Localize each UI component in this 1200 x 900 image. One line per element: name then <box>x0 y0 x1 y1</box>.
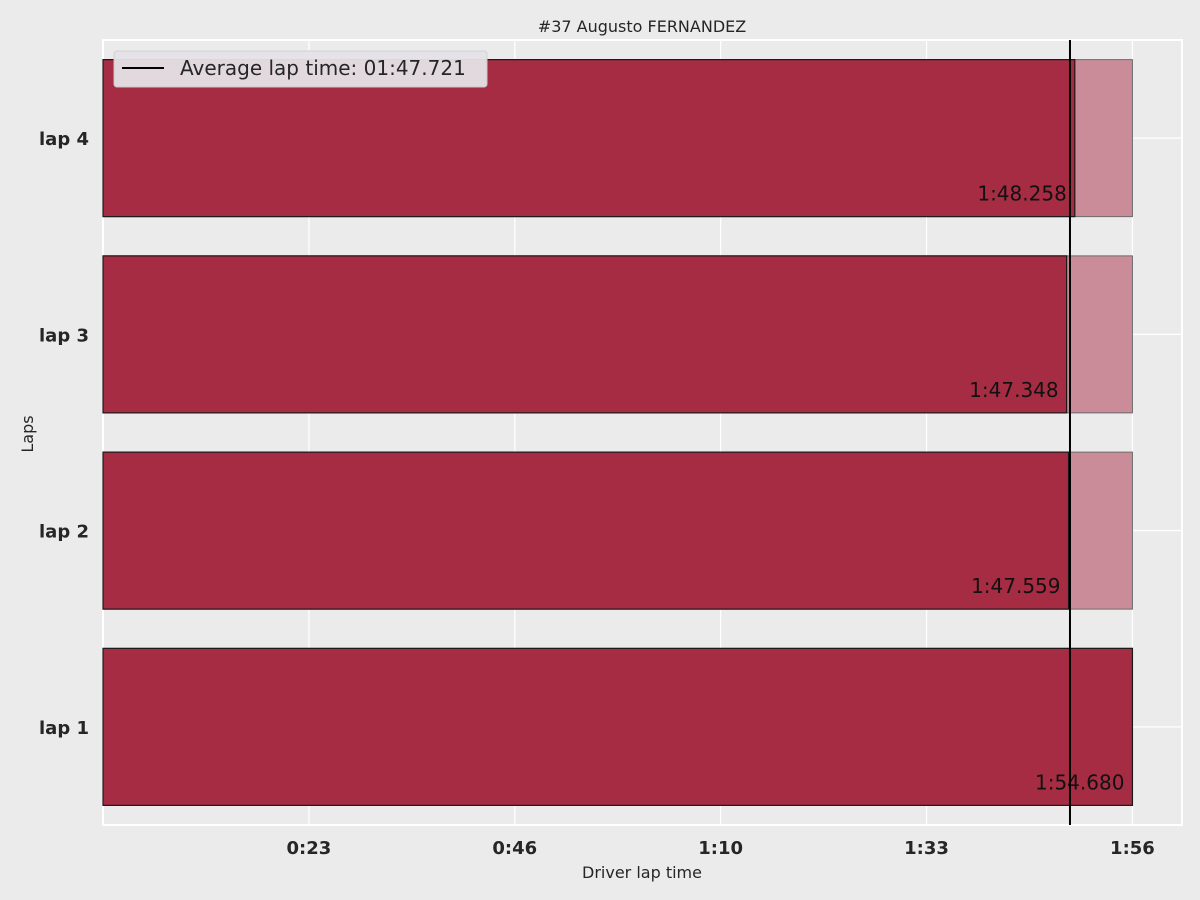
x-tick-label: 1:56 <box>1110 838 1155 859</box>
y-tick-label: lap 4 <box>39 129 89 150</box>
bar-value-label: 1:54.680 <box>1035 770 1124 794</box>
y-axis-label: Laps <box>18 415 37 452</box>
chart-title: #37 Augusto FERNANDEZ <box>538 17 746 36</box>
legend: Average lap time: 01:47.721 <box>113 50 488 88</box>
y-tick-label: lap 2 <box>39 522 89 543</box>
y-tick-label: lap 3 <box>39 325 89 346</box>
lap-bar <box>102 255 1068 414</box>
x-axis-label: Driver lap time <box>582 863 702 882</box>
x-tick-label: 0:23 <box>286 838 331 859</box>
y-tick-label: lap 1 <box>39 718 89 739</box>
x-tick-labels: 0:23 0:46 1:10 1:33 1:56 <box>286 838 1154 859</box>
x-tick-label: 0:46 <box>492 838 537 859</box>
bar-value-label: 1:48.258 <box>977 182 1066 206</box>
lap-bar <box>102 647 1134 806</box>
legend-box <box>113 50 488 88</box>
bar-value-labels: 1:54.680 1:47.559 1:47.348 1:48.258 <box>969 182 1124 795</box>
lap-bars <box>102 59 1134 806</box>
x-tick-label: 1:33 <box>904 838 949 859</box>
bar-value-label: 1:47.348 <box>969 378 1058 402</box>
y-tick-labels: lap 1 lap 2 lap 3 lap 4 <box>39 129 89 739</box>
x-tick-label: 1:10 <box>698 838 743 859</box>
lap-bar <box>102 451 1070 610</box>
legend-label: Average lap time: 01:47.721 <box>180 56 466 80</box>
bar-value-label: 1:47.559 <box>971 574 1060 598</box>
